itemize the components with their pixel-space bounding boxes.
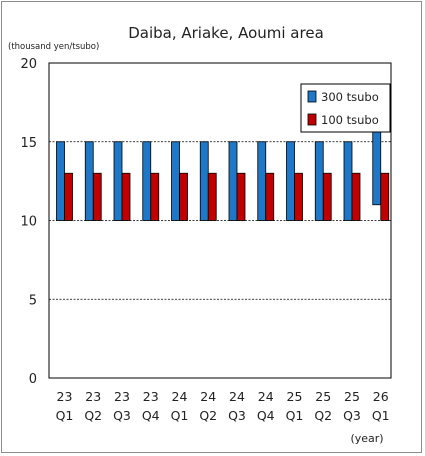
x-tick-year: 25 — [315, 389, 331, 404]
bar-100-tsubo-4 — [179, 172, 188, 221]
y-unit-label: (thousand yen/tsubo) — [8, 42, 99, 52]
bar-300-tsubo-10 — [343, 141, 353, 221]
bar-300-tsubo-3 — [142, 141, 152, 221]
bar-100-tsubo-1 — [92, 172, 102, 221]
bar-300-tsubo-1 — [84, 141, 94, 221]
x-tick-year: 23 — [143, 389, 159, 404]
x-tick-quarter: Q2 — [84, 408, 102, 423]
x-tick-quarter: Q2 — [314, 408, 332, 423]
y-tick-label: 0 — [29, 372, 37, 387]
legend-swatch-300-tsubo — [307, 90, 317, 103]
x-tick-quarter: Q3 — [113, 408, 131, 423]
bar-100-tsubo-7 — [265, 172, 275, 221]
x-axis-label: (year) — [350, 432, 383, 445]
bar-300-tsubo-7 — [257, 141, 267, 221]
x-tick-quarter: Q2 — [199, 408, 217, 423]
legend: 300 tsubo 100 tsubo — [300, 83, 391, 133]
legend-swatch-100-tsubo — [307, 113, 317, 126]
y-tick-label: 20 — [20, 57, 37, 72]
x-tick-labels: 23 Q1 23 Q2 23 Q3 23 Q4 24 Q1 24 Q2 24 Q3 24 Q4 25 Q1 25 Q2… — [56, 389, 390, 423]
x-tick-year: 25 — [344, 389, 360, 404]
x-tick-quarter: Q1 — [372, 408, 390, 423]
x-tick-year: 24 — [229, 389, 245, 404]
bar-100-tsubo-0 — [64, 172, 73, 221]
x-tick-year: 23 — [85, 389, 101, 404]
x-tick-year: 23 — [57, 389, 73, 404]
bar-300-tsubo-9 — [314, 141, 324, 221]
y-tick-label: 15 — [20, 136, 37, 151]
y-tick-label: 10 — [20, 215, 37, 230]
x-tick-year: 25 — [287, 389, 303, 404]
bar-100-tsubo-8 — [294, 172, 303, 221]
legend-label-100-tsubo: 100 tsubo — [321, 113, 379, 127]
bar-100-tsubo-5 — [207, 172, 217, 221]
bar-300-tsubo-2 — [113, 141, 123, 221]
bar-300-tsubo-6 — [228, 141, 238, 221]
x-tick-quarter: Q1 — [171, 408, 189, 423]
x-tick-quarter: Q1 — [286, 408, 304, 423]
bar-300-tsubo-5 — [199, 141, 209, 221]
chart-title: Daiba, Ariake, Aoumi area — [128, 24, 324, 42]
x-tick-year: 24 — [258, 389, 274, 404]
x-tick-quarter: Q3 — [228, 408, 246, 423]
bar-100-tsubo-9 — [322, 172, 332, 221]
bar-300-tsubo-8 — [286, 141, 295, 221]
gridlines — [49, 141, 391, 300]
bar-100-tsubo-2 — [121, 172, 131, 221]
bar-100-tsubo-3 — [150, 172, 160, 221]
x-tick-quarter: Q4 — [257, 408, 275, 423]
x-tick-year: 24 — [200, 389, 216, 404]
bar-300-tsubo-11 — [372, 125, 382, 206]
x-tick-quarter: Q1 — [56, 408, 74, 423]
bar-100-tsubo-10 — [351, 172, 361, 221]
x-tick-year: 23 — [114, 389, 130, 404]
x-tick-year: 26 — [373, 389, 389, 404]
x-tick-quarter: Q3 — [343, 408, 361, 423]
bar-100-tsubo-6 — [236, 172, 246, 221]
bar-300-tsubo-4 — [171, 141, 180, 221]
y-tick-labels: 0 5 10 15 20 — [20, 57, 37, 387]
x-tick-quarter: Q4 — [142, 408, 160, 423]
bars — [56, 125, 390, 221]
y-tick-label: 5 — [29, 293, 37, 308]
legend-label-300-tsubo: 300 tsubo — [321, 90, 379, 104]
x-tick-year: 24 — [172, 389, 188, 404]
bar-100-tsubo-11 — [380, 172, 390, 221]
bar-300-tsubo-0 — [56, 141, 65, 221]
